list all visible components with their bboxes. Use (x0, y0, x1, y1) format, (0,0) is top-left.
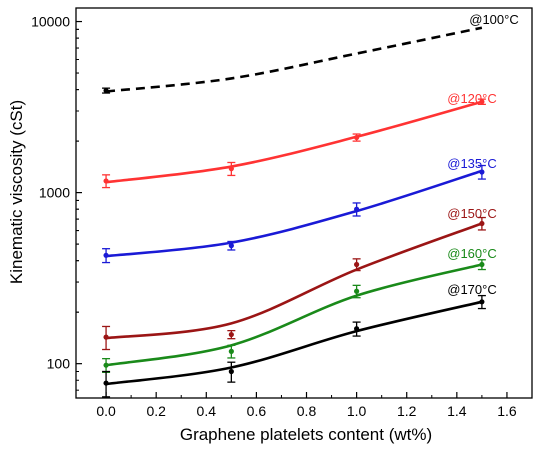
series-fit-line (105, 100, 483, 184)
series-4: @160°C (102, 246, 497, 373)
series-5: @170°C (102, 282, 497, 398)
x-tick-label: 0.0 (96, 403, 116, 419)
data-point (103, 380, 109, 386)
data-point (103, 178, 109, 184)
series-fit-line (105, 26, 483, 93)
data-point (354, 261, 360, 268)
x-tick-label: 1.4 (447, 403, 467, 419)
data-point (103, 362, 109, 368)
x-tick-label: 0.8 (297, 403, 317, 419)
y-tick-label: 10000 (31, 14, 70, 30)
series-1: @120°C (102, 91, 497, 189)
series-label: @100°C (469, 12, 518, 27)
data-point (479, 299, 485, 305)
series-3: @150°C (102, 206, 497, 351)
data-point (479, 169, 485, 175)
x-tick-label: 1.2 (397, 403, 417, 419)
data-point (228, 368, 234, 375)
series-label: @120°C (447, 91, 496, 106)
series-fit-line (105, 222, 483, 340)
series-fit-line (105, 169, 483, 258)
x-tick-label: 1.6 (497, 403, 517, 419)
series-group: @100°C @120°C @135°C @150°C @160°C @170°C (102, 12, 519, 398)
data-point (103, 87, 109, 94)
data-point (103, 334, 109, 340)
y-tick-label: 100 (47, 356, 71, 372)
data-point (228, 166, 234, 172)
series-2: @135°C (102, 156, 497, 264)
series-label: @135°C (447, 156, 496, 171)
data-point (479, 261, 485, 268)
axes-group: 0.0 0.2 0.4 0.6 0.8 1.0 1.2 1.4 1.6 100 1000 10000 (31, 7, 533, 419)
series-label: @160°C (447, 246, 496, 261)
y-tick-label: 1000 (39, 185, 70, 201)
series-0: @100°C (102, 12, 519, 94)
data-point (354, 326, 360, 332)
data-point (228, 348, 234, 354)
data-point (228, 331, 234, 338)
x-tick-label: 1.0 (347, 403, 367, 419)
data-point (354, 288, 360, 294)
plot-frame (75, 7, 533, 399)
y-axis-title: Kinematic viscosity (cSt) (7, 100, 26, 284)
series-label: @150°C (447, 206, 496, 221)
data-point (479, 220, 485, 227)
series-fit-line (105, 300, 483, 386)
data-point (479, 99, 485, 105)
data-point (354, 134, 360, 141)
data-point (354, 206, 360, 212)
x-axis-title: Graphene platelets content (wt%) (180, 425, 432, 444)
data-point (103, 252, 109, 258)
x-tick-label: 0.4 (197, 403, 217, 419)
data-point (228, 243, 234, 249)
x-tick-label: 0.6 (247, 403, 267, 419)
series-label: @170°C (447, 282, 496, 297)
x-tick-label: 0.2 (146, 403, 166, 419)
series-fit-line (105, 263, 483, 367)
